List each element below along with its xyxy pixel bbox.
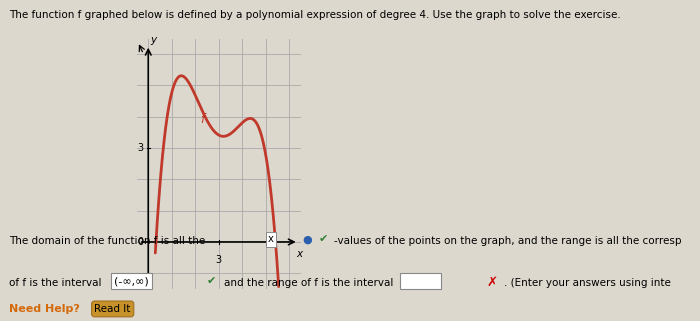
Text: f: f [200,113,204,126]
Text: The domain of the function f is all the: The domain of the function f is all the [9,236,205,246]
Text: Need Help?: Need Help? [9,304,80,314]
Text: . (Enter your answers using inte: . (Enter your answers using inte [504,278,671,288]
Text: 3: 3 [137,143,143,153]
Text: -values of the points on the graph, and the range is all the corresp: -values of the points on the graph, and … [334,236,681,246]
Text: ●: ● [302,234,312,244]
Text: (-∞,∞): (-∞,∞) [114,276,149,286]
Text: Read It: Read It [94,304,131,314]
Text: ✔: ✔ [318,234,328,244]
Text: y: y [150,35,157,45]
Text: x: x [297,249,303,259]
Text: 3: 3 [216,255,222,265]
Text: x: x [268,234,274,244]
Text: and the range of f is the interval: and the range of f is the interval [224,278,393,288]
Text: ✔: ✔ [206,276,216,286]
Text: ✗: ✗ [486,276,498,289]
Text: The function f graphed below is defined by a polynomial expression of degree 4. : The function f graphed below is defined … [9,10,621,20]
Text: of f is the interval: of f is the interval [9,278,101,288]
Text: 0: 0 [137,237,143,247]
